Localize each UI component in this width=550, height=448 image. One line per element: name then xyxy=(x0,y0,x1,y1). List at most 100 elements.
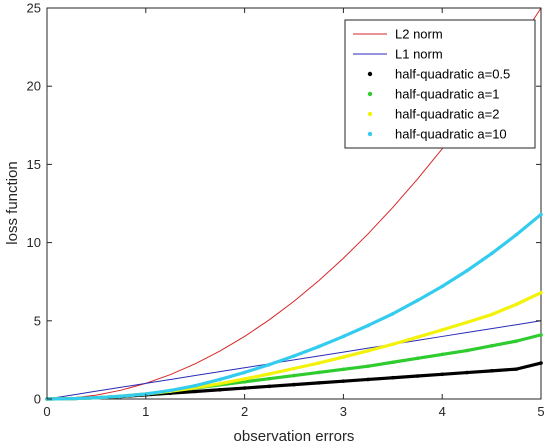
series-point xyxy=(267,362,272,367)
series-point xyxy=(391,342,395,347)
legend-item: half-quadratic a=1 xyxy=(367,87,499,102)
series-point xyxy=(539,361,543,365)
x-tick-label: 4 xyxy=(439,404,446,419)
series-point xyxy=(292,354,296,358)
legend-label: half-quadratic a=2 xyxy=(395,107,499,122)
series-point xyxy=(391,311,395,316)
series-point xyxy=(267,384,272,389)
y-tick-label: 0 xyxy=(34,392,41,407)
y-tick-label: 25 xyxy=(27,1,41,16)
series-point xyxy=(193,383,197,388)
series-point xyxy=(144,392,148,396)
series-point xyxy=(440,352,445,357)
legend-label: half-quadratic a=10 xyxy=(395,127,507,142)
ticks-layer: 0 1 2 3 4 5 0 5 10 15 20 25 xyxy=(27,1,545,420)
series-point xyxy=(242,370,247,375)
series-point xyxy=(465,370,469,375)
series-point xyxy=(366,364,370,368)
series-point xyxy=(341,379,346,383)
series-point xyxy=(218,387,222,392)
series-point xyxy=(391,360,395,365)
series-point xyxy=(391,375,395,380)
series-1 xyxy=(46,320,542,400)
series-point xyxy=(94,395,99,400)
x-tick-label: 0 xyxy=(43,404,50,419)
series-point xyxy=(440,284,445,289)
series-point xyxy=(539,333,543,337)
series-point xyxy=(415,298,420,303)
legend-item: half-quadratic a=2 xyxy=(367,107,499,122)
series-point xyxy=(242,386,247,390)
series-point xyxy=(267,372,272,376)
series-point xyxy=(316,361,321,365)
series-point xyxy=(514,367,519,371)
series-point xyxy=(292,373,296,378)
legend-label: L2 norm xyxy=(395,27,443,42)
series-point xyxy=(440,328,445,332)
legend-item: half-quadratic a=10 xyxy=(367,127,507,142)
legend-swatch xyxy=(367,131,373,137)
series-point xyxy=(539,212,543,217)
series-point xyxy=(415,356,420,361)
series-point xyxy=(341,334,346,339)
series-point xyxy=(489,312,494,317)
series-point xyxy=(415,374,420,378)
series-point xyxy=(69,396,74,401)
series-point xyxy=(242,379,247,384)
series-point xyxy=(465,320,469,325)
series-point xyxy=(218,381,222,386)
series-point xyxy=(489,369,494,373)
x-tick-label: 3 xyxy=(340,404,347,419)
series-point xyxy=(415,335,420,340)
series-point xyxy=(366,377,370,382)
legend-swatch xyxy=(367,111,373,117)
series-layer xyxy=(45,7,543,401)
legend-item: half-quadratic a=0.5 xyxy=(367,67,510,82)
x-tick-label: 5 xyxy=(537,404,544,419)
legend-item: L2 norm xyxy=(353,27,443,42)
y-tick-label: 10 xyxy=(27,235,41,250)
series-point xyxy=(539,290,543,295)
series-point xyxy=(341,355,346,359)
series-line xyxy=(46,320,542,400)
legend-item: L1 norm xyxy=(353,47,443,62)
legend-box xyxy=(344,19,536,149)
legend-label: L1 norm xyxy=(395,47,443,62)
series-point xyxy=(514,232,519,237)
series-point xyxy=(218,377,222,382)
series-point xyxy=(119,394,123,398)
series-point xyxy=(316,381,321,385)
x-tick-label: 2 xyxy=(241,404,248,419)
series-point xyxy=(292,366,296,371)
series-point xyxy=(193,389,197,394)
series-point xyxy=(514,302,519,307)
legend-swatch xyxy=(367,91,373,97)
legend-label: half-quadratic a=0.5 xyxy=(395,67,510,82)
series-point xyxy=(489,344,494,348)
series-point xyxy=(366,349,370,353)
series-point xyxy=(366,323,370,328)
series-point xyxy=(292,382,296,387)
series-point xyxy=(465,348,469,353)
series-point xyxy=(242,377,247,381)
y-tick-label: 20 xyxy=(27,79,41,94)
y-axis-title: loss function xyxy=(4,161,21,244)
series-point xyxy=(267,376,272,381)
y-tick-label: 5 xyxy=(34,313,41,328)
series-point xyxy=(168,388,173,393)
x-axis-title: observation errors xyxy=(234,428,355,445)
legend-label: half-quadratic a=1 xyxy=(395,87,499,102)
series-5 xyxy=(45,212,543,401)
series-point xyxy=(316,344,321,349)
legend-swatch xyxy=(367,71,373,77)
series-point xyxy=(465,268,469,273)
series-point xyxy=(514,339,519,343)
x-tick-label: 1 xyxy=(142,404,149,419)
legend: L2 norm L1 norm half-quadratic a=0.5 half-q… xyxy=(344,19,536,149)
series-point xyxy=(316,370,321,375)
y-tick-label: 15 xyxy=(27,157,41,172)
series-point xyxy=(341,367,346,372)
series-point xyxy=(489,251,494,256)
series-point xyxy=(440,372,445,377)
